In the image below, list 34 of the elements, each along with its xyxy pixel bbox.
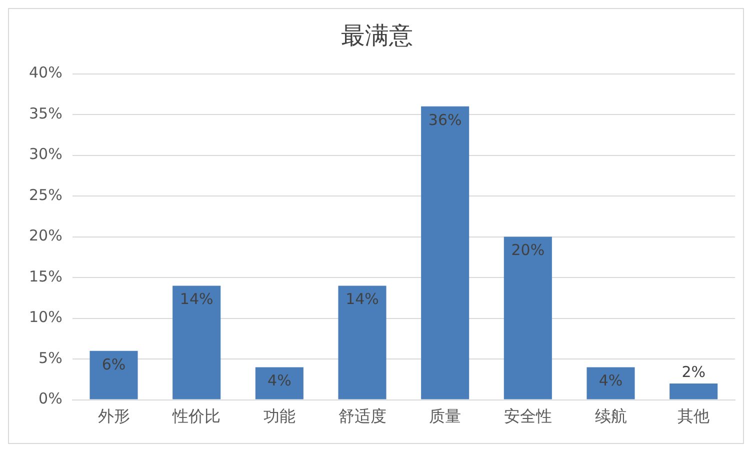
data-label: 4%: [598, 372, 623, 390]
y-tick-label: 15%: [28, 267, 62, 286]
data-label: 14%: [180, 290, 214, 308]
x-tick-label: 功能: [263, 406, 296, 426]
y-tick-label: 35%: [28, 104, 62, 122]
bar: [421, 106, 470, 400]
data-label: 36%: [428, 110, 462, 129]
data-label: 2%: [682, 362, 706, 381]
data-label: 14%: [346, 290, 379, 308]
x-tick-label: 舒适度: [338, 406, 386, 426]
y-tick-label: 30%: [28, 145, 62, 164]
chart-title: 最满意: [341, 22, 413, 50]
data-label: 20%: [511, 241, 545, 260]
y-tick-label: 5%: [38, 348, 62, 367]
y-tick-label: 20%: [28, 226, 62, 245]
bar: [504, 236, 552, 400]
data-label: 4%: [268, 372, 292, 390]
x-tick-label: 外形: [98, 406, 130, 426]
bar: [172, 286, 221, 400]
bar: [338, 286, 386, 400]
y-tick-label: 10%: [28, 308, 62, 326]
x-tick-label: 安全性: [504, 406, 552, 426]
x-tick-label: 续航: [594, 406, 627, 426]
x-tick-label: 质量: [429, 406, 462, 426]
data-label: 6%: [102, 355, 126, 374]
x-tick-label: 性价比: [172, 406, 221, 426]
bar: [90, 350, 138, 400]
y-tick-label: 40%: [28, 64, 62, 82]
y-tick-label: 25%: [28, 186, 62, 204]
y-tick-label: 0%: [38, 390, 62, 408]
bar: [670, 384, 718, 400]
bar: [586, 367, 635, 400]
x-tick-label: 其他: [678, 406, 710, 426]
bar: [255, 367, 304, 400]
